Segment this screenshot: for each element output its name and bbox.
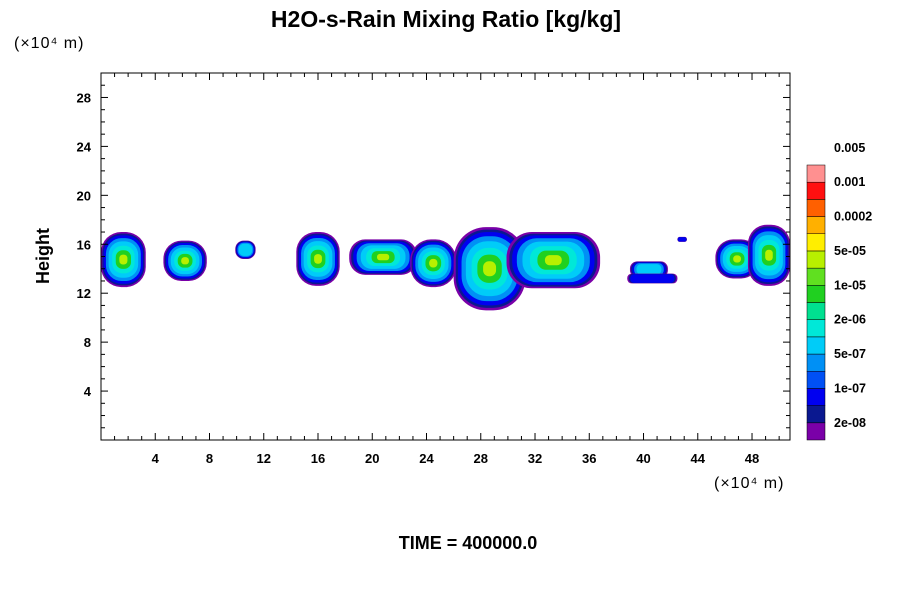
colorbar-swatch: [806, 199, 826, 217]
colorbar-swatch: [806, 250, 826, 269]
x-axis-ticks: 4 8 12 16 20 24 28 32 36 40 44 48: [114, 73, 780, 466]
colorbar-label: 1e-07: [834, 381, 866, 395]
colorbar-swatch: [806, 388, 826, 406]
time-label: TIME = 400000.0: [399, 533, 538, 553]
colorbar-label: 0.005: [834, 141, 865, 155]
x-tick-label: 36: [582, 451, 596, 466]
colorbar-swatch: [806, 353, 826, 372]
colorbar-swatch: [806, 405, 826, 424]
cloud-contour: [677, 237, 687, 242]
colorbar-label: 5e-05: [834, 244, 866, 258]
colorbar-swatch: [806, 216, 826, 234]
cloud-contour: [429, 258, 438, 268]
x-unit-label: (×10⁴ m): [714, 475, 784, 492]
x-tick-label: 8: [206, 451, 213, 466]
x-tick-label: 16: [311, 451, 325, 466]
x-tick-label: 20: [365, 451, 379, 466]
colorbar-swatch: [806, 336, 826, 355]
chart-title: H2O-s-Rain Mixing Ratio [kg/kg]: [271, 6, 621, 32]
y-tick-label: 16: [77, 237, 91, 252]
colorbar-label: 2e-08: [834, 416, 866, 430]
colorbar-swatch: [806, 422, 826, 441]
colorbar-swatch: [806, 181, 826, 200]
colorbar-swatch: [806, 302, 826, 320]
cloud-contours: [101, 224, 790, 311]
y-tick-label: 4: [84, 384, 92, 399]
cloud-contour: [377, 253, 390, 261]
cloud-contour: [636, 264, 662, 275]
y-tick-label: 20: [77, 188, 91, 203]
colorbar-swatch: [806, 371, 826, 389]
cloud-contour: [630, 274, 675, 283]
cloud-contour: [765, 249, 773, 261]
colorbar-swatch: [806, 285, 826, 303]
cloud-contour: [314, 254, 322, 264]
cloud-contour: [181, 257, 189, 265]
y-unit-label: (×10⁴ m): [14, 35, 84, 52]
x-tick-label: 48: [745, 451, 759, 466]
x-tick-label: 40: [636, 451, 650, 466]
colorbar-label: 2e-06: [834, 313, 866, 327]
colorbar-label: 5e-07: [834, 347, 866, 361]
colorbar-swatch: [806, 267, 826, 286]
colorbar-label: 1e-05: [834, 278, 866, 292]
colorbar: 2e-08 1e-07 5e-07 2e-06 1e-05 5e-05 0.0002 0.00…: [806, 141, 872, 441]
colorbar-swatch: [806, 164, 826, 183]
x-tick-label: 24: [419, 451, 434, 466]
y-tick-label: 24: [77, 139, 92, 154]
x-tick-label: 12: [257, 451, 271, 466]
cloud-contour: [119, 254, 128, 265]
x-tick-label: 28: [474, 451, 488, 466]
y-tick-label: 28: [77, 90, 91, 105]
colorbar-label: 0.001: [834, 175, 865, 189]
y-tick-label: 12: [77, 286, 91, 301]
cloud-contour: [544, 255, 562, 266]
y-axis-label: Height: [33, 228, 53, 284]
cloud-contour: [238, 243, 253, 256]
x-tick-label: 44: [691, 451, 706, 466]
x-tick-label: 32: [528, 451, 542, 466]
cloud-contour: [733, 255, 742, 263]
x-tick-label: 4: [152, 451, 160, 466]
y-tick-label: 8: [84, 335, 91, 350]
cloud-contour: [483, 261, 497, 277]
colorbar-label: 0.0002: [834, 210, 872, 224]
colorbar-swatch: [806, 319, 826, 338]
y-axis-ticks: 4 8 12 16 20 24 28: [77, 84, 790, 429]
colorbar-swatch: [806, 233, 826, 252]
